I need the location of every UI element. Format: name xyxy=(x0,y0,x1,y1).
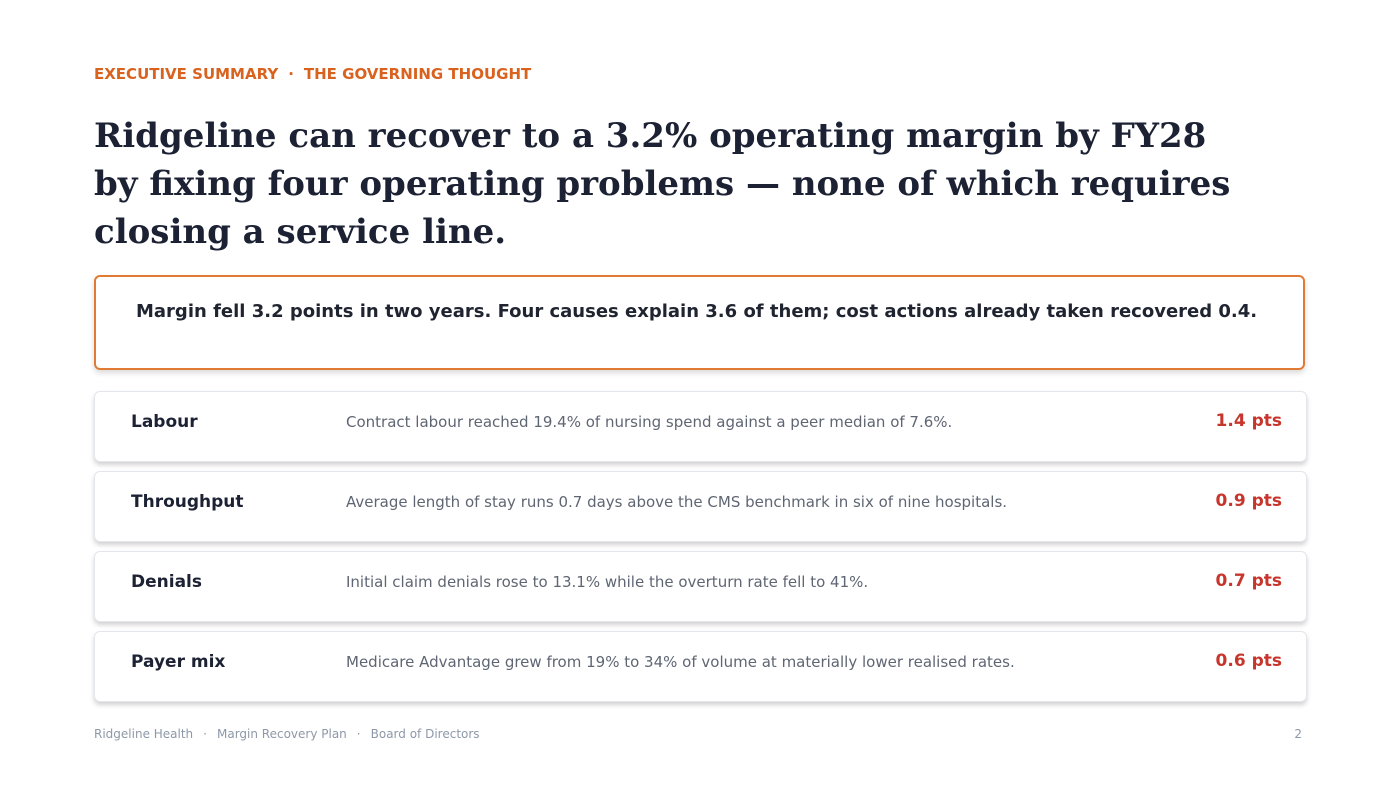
footer-item: Margin Recovery Plan xyxy=(217,727,347,741)
cause-impact: 0.6 pts xyxy=(1215,651,1282,671)
separator: · xyxy=(203,727,207,741)
slide-title: Ridgeline can recover to a 3.2% operatin… xyxy=(94,116,1231,252)
callout-box: Margin fell 3.2 points in two years. Fou… xyxy=(94,275,1305,370)
eyebrow: EXECUTIVE SUMMARY · THE GOVERNING THOUGHT xyxy=(94,65,531,83)
cause-text: Average length of stay runs 0.7 days abo… xyxy=(346,493,1008,511)
cause-text: Contract labour reached 19.4% of nursing… xyxy=(346,413,953,431)
cause-label: Labour xyxy=(131,412,198,432)
separator: · xyxy=(356,727,361,741)
cause-impact: 0.9 pts xyxy=(1215,491,1282,511)
cause-row: Denials Initial claim denials rose to 13.… xyxy=(94,551,1307,622)
cause-label: Throughput xyxy=(131,492,244,512)
cause-text: Medicare Advantage grew from 19% to 34% … xyxy=(346,653,1015,671)
cause-label: Payer mix xyxy=(131,652,226,672)
cause-row: Labour Contract labour reached 19.4% of n… xyxy=(94,391,1307,462)
cause-row: Payer mix Medicare Advantage grew from 19… xyxy=(94,631,1307,702)
cause-row: Throughput Average length of stay runs 0.… xyxy=(94,471,1307,542)
cause-text: Initial claim denials rose to 13.1% whil… xyxy=(346,573,869,591)
cause-impact: 1.4 pts xyxy=(1215,411,1282,431)
eyebrow-item: THE GOVERNING THOUGHT xyxy=(303,65,532,83)
cause-impact: 0.7 pts xyxy=(1215,571,1282,591)
separator: · xyxy=(288,65,294,83)
footer: Ridgeline Health · Margin Recovery Plan · Bo… xyxy=(94,727,480,741)
eyebrow-item: EXECUTIVE SUMMARY xyxy=(94,65,279,83)
callout-text: Margin fell 3.2 points in two years. Fou… xyxy=(136,301,1258,322)
footer-item: Board of Directors xyxy=(370,727,480,741)
page-number: 2 xyxy=(1294,727,1302,741)
footer-item: Ridgeline Health xyxy=(94,727,194,741)
cause-label: Denials xyxy=(131,572,202,592)
